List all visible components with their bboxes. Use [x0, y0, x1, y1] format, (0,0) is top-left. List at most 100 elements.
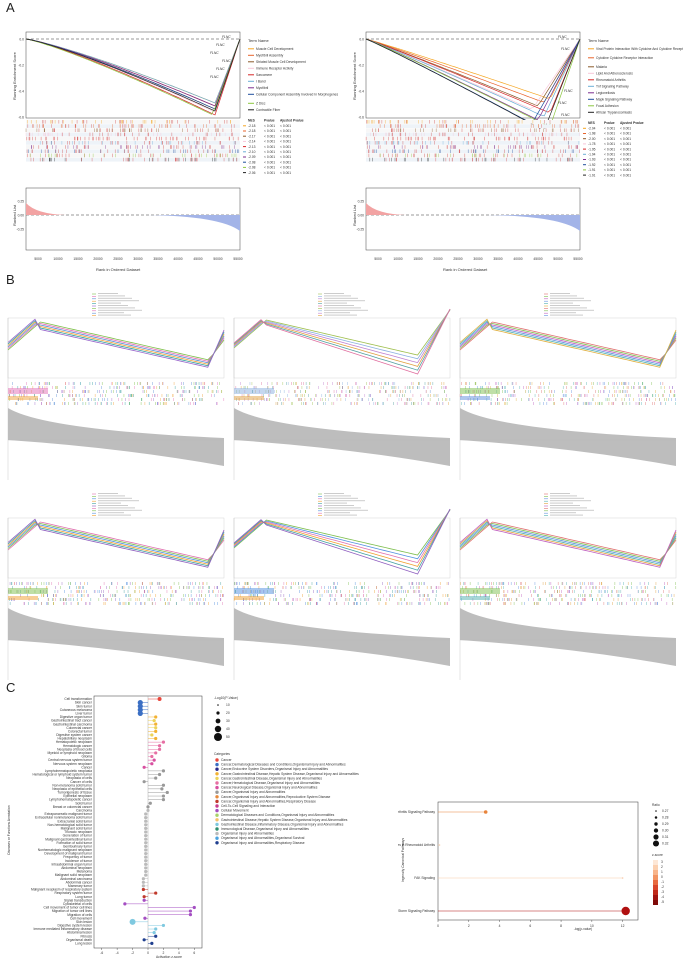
thumb-legend-text [98, 295, 125, 297]
padj-value: < 0.001 [280, 160, 291, 164]
ranked-list-label: Ranked List [12, 204, 17, 226]
ranked-tick-label: -0.25 [356, 228, 364, 232]
enrichment-curve [25, 38, 241, 104]
ratio-legend-dot [652, 840, 660, 847]
zscore-legend-label: -1 [661, 880, 664, 884]
thumb-legend-text [324, 502, 347, 504]
legend-term: Z Disc [256, 102, 266, 106]
row-label: Genitourinary tumor [63, 844, 93, 848]
category-label: Cancer,Gastrointestinal Disease,Organism… [221, 776, 322, 780]
lollipop-dot [144, 812, 148, 816]
zscore-gradient-step [653, 870, 658, 875]
thumb-legend-text [98, 312, 124, 314]
gene-label: FLNC [222, 59, 231, 63]
row-label: Extracellular nonmelanoma solid tumor [35, 816, 93, 820]
thumb-legend-text [98, 507, 135, 509]
lollipop-dot [157, 772, 162, 777]
lollipop-dot [154, 934, 158, 938]
ranked-tick-label: 0.25 [358, 200, 365, 204]
legend-term: Rheumatoid Arthritis [596, 78, 626, 82]
thumb-legend-text [98, 509, 142, 511]
enrichment-curve [365, 38, 581, 113]
pvalue-value: < 0.001 [604, 163, 615, 167]
lollipop-dot [152, 718, 156, 723]
row-label: Extrapancreatic malignant tumor [45, 812, 93, 816]
lollipop-dot [157, 744, 162, 748]
category-swatch [215, 758, 219, 762]
category-swatch [215, 831, 219, 836]
running-score-label: Running Enrichment Score [12, 51, 17, 100]
legend-term: Mapk Signaling Pathway [596, 98, 632, 102]
legend-term: Lipid And Atherosclerosis [596, 72, 633, 76]
lollipop-dot [141, 884, 145, 888]
pathway-label: Role Of Chondrocytes In Rheumatoid Arthr… [398, 810, 435, 814]
row-label: Nervous system neoplasm [53, 762, 92, 766]
category-label: Cancer,Organismal Injury and Abnormaliti… [221, 790, 286, 794]
gsea-thumbnail [459, 293, 677, 480]
thumb-hit-block [460, 396, 490, 400]
row-label: Lymphohematopoietic cancer [49, 798, 93, 802]
thumb-curve [7, 520, 225, 567]
legend-term: Contractile Fiber [256, 108, 281, 112]
row-label: Breast or colorectal cancer [53, 805, 93, 809]
x-axis-label: Activation z-score [156, 955, 182, 959]
thumb-curve [459, 320, 677, 367]
category-swatch [215, 822, 219, 827]
y-tick-label: -0.2 [358, 64, 364, 68]
size-legend-label: 20 [226, 711, 230, 715]
zscore-legend-label: 1 [661, 870, 663, 874]
pvalue-value: < 0.001 [604, 168, 615, 172]
lollipop-dot [161, 740, 166, 744]
gsea-thumbnail [459, 493, 677, 680]
hit-track [26, 145, 240, 149]
row-label: Colorectal tumor [68, 729, 93, 733]
zscore-legend-title: z-score [652, 853, 663, 857]
lollipop-dot [137, 710, 143, 716]
ratio-legend-label: 0.31 [662, 835, 669, 839]
legend-term: Muscle Cell Development [256, 47, 293, 51]
hit-track [366, 120, 580, 124]
thumb-legend-text [324, 307, 361, 309]
thumb-legend-text [324, 302, 347, 304]
thumb-legend-text [550, 502, 573, 504]
thumb-legend-text [98, 300, 139, 302]
gene-label: FLNC [216, 43, 225, 47]
x-tick-label: 50000 [213, 257, 222, 261]
size-legend-dot [214, 733, 222, 741]
thumb-curve [459, 521, 677, 565]
thumb-curve [233, 509, 451, 560]
thumb-ranked-area [460, 408, 676, 466]
row-label: Abdominal lesion [67, 931, 92, 935]
zscore-legend-label: 3 [661, 860, 663, 864]
thumb-curve [7, 523, 225, 562]
row-label: Cell movement [70, 916, 92, 920]
category-label: Cancer,Dermatological Diseases and Condi… [221, 763, 346, 767]
pvalue-value: < 0.001 [604, 132, 615, 136]
thumb-hit-block [8, 388, 48, 394]
category-label: Cancer,Endocrine System Disorders,Organi… [221, 767, 328, 771]
gsea-plot-right: Running Enrichment Score Ranked List Ran… [352, 31, 683, 272]
thumb-hit-block [8, 596, 38, 600]
row-label: Neoplasia of cells [66, 776, 92, 780]
padj-value: < 0.001 [280, 145, 291, 149]
padj-value: < 0.001 [620, 173, 631, 177]
category-label: Organismal Injury and Abnormalities,Orga… [221, 836, 305, 840]
thumb-curve [233, 309, 451, 364]
x-tick-label: 6 [529, 924, 531, 928]
row-label: Hematologic cancer [63, 744, 93, 748]
nes-value: -2.00 [588, 137, 596, 141]
row-label: Neoplasia of blood cells [57, 747, 92, 751]
thumb-legend-text [550, 512, 576, 514]
row-label: Malignant gastrointestinal tumor [45, 837, 93, 841]
x-tick-label: 50000 [553, 257, 562, 261]
hit-track [366, 136, 580, 141]
zscore-gradient-step [653, 860, 658, 865]
stat-header: Pvalue [264, 119, 275, 123]
thumb-legend-text [550, 314, 583, 316]
zscore-legend-label: -5 [661, 900, 664, 904]
thumb-hit-block [460, 588, 500, 594]
lollipop-dot [141, 880, 145, 884]
thumb-legend-text [550, 493, 570, 494]
hit-track [26, 149, 240, 154]
thumb-legend-text [550, 297, 584, 299]
